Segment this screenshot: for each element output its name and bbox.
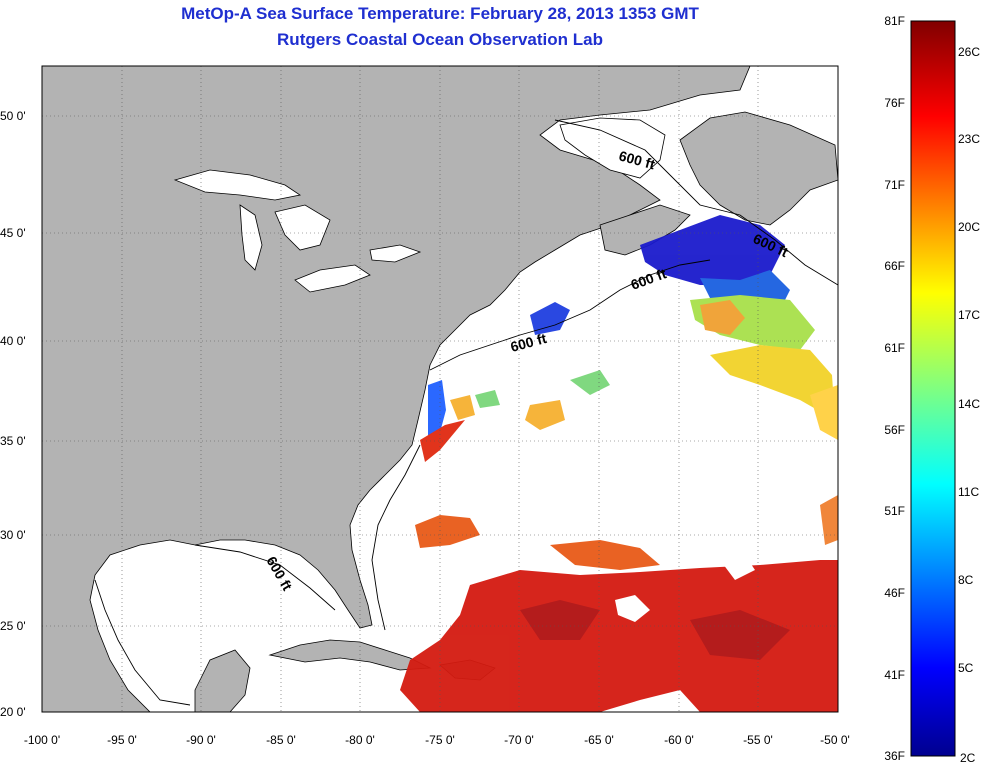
c-label: 14C <box>958 397 980 411</box>
sst-data-layer <box>400 215 838 712</box>
f-label: 51F <box>884 504 905 518</box>
c-label: 17C <box>958 308 980 322</box>
lat-tick: 45 0' <box>0 226 26 240</box>
lon-tick: -50 0' <box>820 733 850 747</box>
f-label: 66F <box>884 259 905 273</box>
lon-tick: -70 0' <box>504 733 534 747</box>
f-label: 46F <box>884 586 905 600</box>
great-lakes <box>173 169 422 293</box>
lon-tick: -55 0' <box>743 733 773 747</box>
lon-axis: -100 0' -95 0' -90 0' -85 0' -80 0' -75 … <box>24 733 850 747</box>
gulf-st-lawrence <box>559 117 666 179</box>
lat-tick: 40 0' <box>0 334 26 348</box>
c-label: 23C <box>958 132 980 146</box>
lon-tick: -80 0' <box>345 733 375 747</box>
nova-scotia-land <box>599 204 691 256</box>
lat-tick: 30 0' <box>0 528 26 542</box>
lat-tick: 50 0' <box>0 109 26 123</box>
c-label: 26C <box>958 45 980 59</box>
yucatan-land <box>194 649 251 712</box>
map-frame <box>41 65 839 713</box>
f-label: 61F <box>884 341 905 355</box>
f-label: 81F <box>884 14 905 28</box>
f-label: 56F <box>884 423 905 437</box>
f-label: 36F <box>884 749 905 763</box>
c-label: 20C <box>958 220 980 234</box>
f-label: 41F <box>884 668 905 682</box>
f-label: 76F <box>884 96 905 110</box>
lat-tick: 35 0' <box>0 434 26 448</box>
lon-tick: -95 0' <box>107 733 137 747</box>
c-label: 11C <box>958 485 979 499</box>
lon-tick: -75 0' <box>425 733 455 747</box>
lat-tick: 20 0' <box>0 705 26 719</box>
lon-tick: -85 0' <box>266 733 296 747</box>
map-title: MetOp-A Sea Surface Temperature: Februar… <box>181 4 699 23</box>
lon-tick: -60 0' <box>664 733 694 747</box>
map-subtitle: Rutgers Coastal Ocean Observation Lab <box>277 30 603 49</box>
grid <box>42 66 838 712</box>
c-label: 8C <box>958 573 974 587</box>
lon-tick: -100 0' <box>24 733 60 747</box>
f-label: 71F <box>884 178 905 192</box>
lat-axis: 50 0' 45 0' 40 0' 35 0' 30 0' 25 0' 20 0… <box>0 109 26 719</box>
lon-tick: -90 0' <box>186 733 216 747</box>
lon-tick: -65 0' <box>584 733 614 747</box>
colorbar-fahrenheit-labels: 81F 76F 71F 66F 61F 56F 51F 46F 41F 36F <box>884 14 905 763</box>
newfoundland-land <box>679 111 838 226</box>
colorbar-celsius-labels: 26C 23C 20C 17C 14C 11C 8C 5C 2C <box>958 45 980 765</box>
c-label: 5C <box>958 661 974 675</box>
lat-tick: 25 0' <box>0 619 26 633</box>
colorbar <box>910 20 956 757</box>
depth-contour-600ft <box>94 119 838 706</box>
c-label: 2C <box>960 751 976 765</box>
